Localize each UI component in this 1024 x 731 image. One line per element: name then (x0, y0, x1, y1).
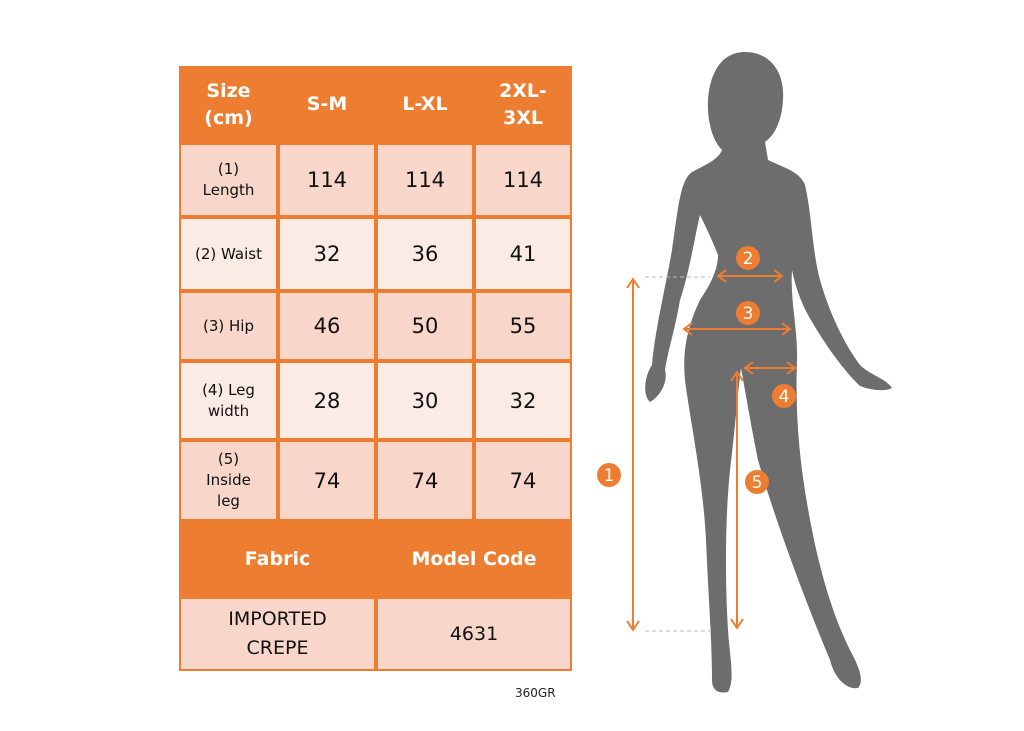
row-label: (5) Inside leg (181, 442, 276, 519)
marker-number: 3 (743, 304, 754, 324)
fabric-header: Fabric (244, 547, 311, 570)
size-value-cell: 36 (378, 219, 472, 289)
marker-circle (736, 246, 760, 270)
marker-number: 4 (779, 387, 790, 407)
size-value-cell: 46 (280, 293, 374, 359)
model-code-header: Model Code (411, 547, 537, 570)
marker-circle (772, 384, 796, 408)
size-value-cell: 114 (476, 145, 570, 215)
size-value-cell: 30 (378, 363, 472, 438)
size-value-cell: 55 (476, 293, 570, 359)
marker-number: 2 (743, 249, 754, 269)
size-value-cell: 32 (280, 219, 374, 289)
header-cell: S-M (306, 93, 348, 115)
size-value-cell: 50 (378, 293, 472, 359)
size-value-cell: 74 (378, 442, 472, 519)
size-value-cell: 74 (476, 442, 570, 519)
marker-circle (745, 470, 769, 494)
size-value-cell: 74 (280, 442, 374, 519)
fabric-value: IMPORTED CREPE (181, 599, 374, 669)
marker-circle (597, 463, 621, 487)
row-label: (2) Waist (181, 219, 276, 289)
row-label: (4) Leg width (181, 363, 276, 438)
size-value-cell: 114 (378, 145, 472, 215)
weight-code: 360GR (515, 686, 556, 700)
size-chart-table: Size (cm) S-M L-XL 2XL- 3XL (1) Length 114 114… (179, 66, 572, 671)
header-cell: 2XL- 3XL (499, 79, 547, 129)
size-value-cell: 28 (280, 363, 374, 438)
model-code-value: 4631 (378, 599, 570, 669)
header-cell: L-XL (402, 93, 448, 115)
row-label: (3) Hip (181, 293, 276, 359)
marker-number: 1 (604, 466, 615, 486)
size-value-cell: 114 (280, 145, 374, 215)
measurement-arrows (626, 269, 797, 632)
marker-number: 5 (752, 473, 763, 493)
row-label: (1) Length (181, 145, 276, 215)
silhouette-figure (645, 52, 892, 693)
header-cell: Size (cm) (204, 79, 253, 129)
size-value-cell: 32 (476, 363, 570, 438)
marker-circle (736, 301, 760, 325)
size-value-cell: 41 (476, 219, 570, 289)
